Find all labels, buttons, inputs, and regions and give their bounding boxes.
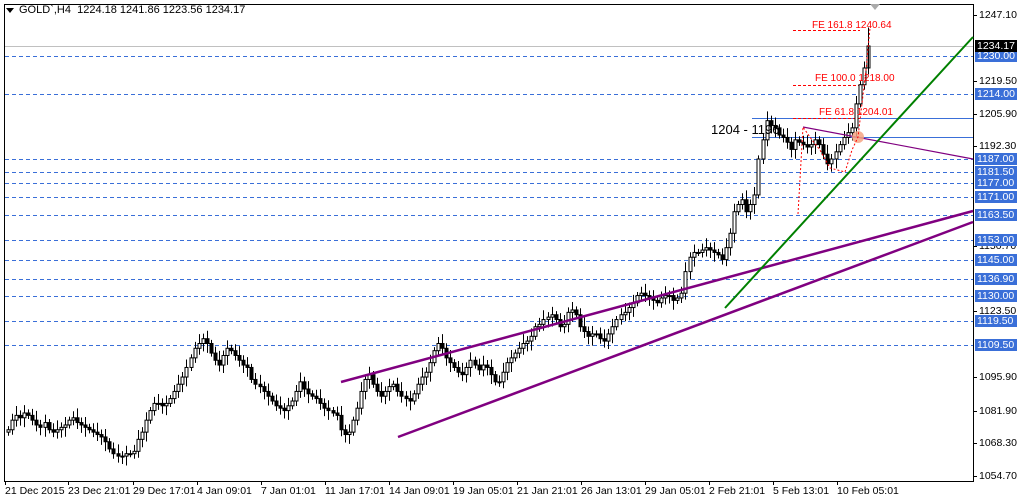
price-tick-label: 1095.90 <box>979 370 1017 383</box>
price-tick-label: 1219.50 <box>979 74 1017 87</box>
time-tick-label: 14 Jan 09:01 <box>389 485 450 497</box>
candles <box>6 27 871 466</box>
price-tick-label: 1123.50 <box>979 304 1017 317</box>
time-tick-label: 5 Feb 13:01 <box>773 485 830 497</box>
time-tick-label: 21 Jan 21:01 <box>517 485 578 497</box>
level-price-tag: 1109.50 <box>975 339 1017 351</box>
level-price-tag: 1145.00 <box>975 254 1017 266</box>
price-ticks <box>973 15 977 477</box>
time-tick-label: 21 Dec 2015 <box>5 485 65 497</box>
low-value: 1223.56 <box>162 4 203 16</box>
level-price-tag: 1181.50 <box>975 166 1017 178</box>
price-tick-label: 1068.30 <box>979 436 1017 449</box>
time-tick-label: 19 Jan 05:01 <box>453 485 514 497</box>
level-price-tag: 1230.00 <box>975 50 1017 62</box>
price-tick-label: 1192.30 <box>979 139 1017 152</box>
level-price-tag: 1171.00 <box>975 191 1017 203</box>
fibo-61-label: FE 61.8 1204.01 <box>819 107 893 118</box>
horizontal-levels <box>5 46 973 346</box>
level-price-tag: 1130.00 <box>975 290 1017 302</box>
time-tick-label: 4 Jan 09:01 <box>197 485 252 497</box>
triangle-down-icon[interactable] <box>6 7 14 13</box>
time-tick-label: 7 Jan 01:01 <box>261 485 316 497</box>
level-price-tag: 1177.00 <box>975 177 1017 189</box>
level-price-tag: 1163.50 <box>975 209 1017 221</box>
price-tick-label: 1054.70 <box>979 469 1017 482</box>
fibo-161-label: FE 161.8 1240.64 <box>812 20 892 31</box>
time-ticks <box>5 481 838 485</box>
plot-border <box>4 4 974 482</box>
time-tick-label: 11 Jan 17:01 <box>325 485 385 497</box>
time-tick-label: 10 Feb 05:01 <box>837 485 899 497</box>
time-tick-label: 2 Feb 21:01 <box>709 485 766 497</box>
price-tick-label: 1081.90 <box>979 404 1017 417</box>
level-price-tag: 1119.50 <box>975 315 1017 327</box>
price-tick-label: 1205.90 <box>979 107 1017 120</box>
level-price-tag: 1214.00 <box>975 88 1017 100</box>
time-tick-label: 23 Dec 21:01 <box>68 485 131 497</box>
chart-shift-icon[interactable] <box>870 4 880 10</box>
close-value: 1234.17 <box>205 4 246 16</box>
open-value: 1224.18 <box>77 4 117 16</box>
price-tick-label: 1247.10 <box>979 8 1017 21</box>
current-price-tag: 1234.17 <box>975 40 1017 52</box>
level-price-tag: 1187.00 <box>975 153 1017 165</box>
time-tick-label: 29 Dec 17:01 <box>133 485 196 497</box>
zone-label: 1204 - 1196 <box>711 122 780 137</box>
trendlines <box>340 27 974 439</box>
level-price-tag: 1153.00 <box>975 234 1017 246</box>
time-tick-label: 29 Jan 05:01 <box>645 485 706 497</box>
symbol-header: GOLD`,H4 1224.18 1241.86 1223.56 1234.17 <box>6 4 245 16</box>
symbol-label: GOLD`,H4 <box>19 4 71 16</box>
high-value: 1241.86 <box>119 4 160 16</box>
time-tick-label: 26 Jan 13:01 <box>581 485 642 497</box>
level-price-tag: 1136.90 <box>975 273 1017 285</box>
fibo-100-label: FE 100.0 1218.00 <box>815 73 895 84</box>
